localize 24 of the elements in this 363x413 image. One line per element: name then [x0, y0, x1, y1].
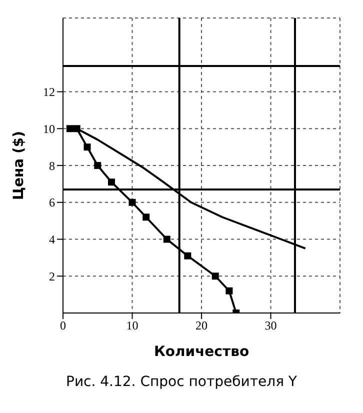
point: [73, 125, 80, 132]
y-tick-label: 10: [43, 122, 55, 136]
y-tick-label: 4: [49, 232, 55, 247]
point: [163, 236, 170, 243]
y-tick-label: 6: [49, 196, 55, 210]
y-tick-label: 2: [49, 269, 55, 284]
point: [84, 144, 91, 151]
x-tick-label: 20: [196, 318, 208, 333]
point: [128, 198, 136, 206]
point: [184, 252, 192, 260]
y-tick-label: 12: [43, 85, 55, 100]
x-tick-label: 30: [264, 318, 277, 333]
point: [66, 125, 74, 132]
point: [108, 178, 115, 186]
y-axis-title: Цена ($): [10, 130, 27, 200]
point: [94, 162, 102, 169]
x-axis-title: Количество: [154, 344, 250, 360]
text: Рис. 4.12. Спрос потребителя Y: [65, 374, 298, 390]
x-tick-label: 0: [60, 318, 66, 333]
x-tick-label: 10: [126, 318, 138, 333]
point: [142, 214, 150, 221]
point: [212, 272, 219, 280]
point: [226, 287, 233, 294]
y-tick-label: 8: [49, 158, 55, 173]
